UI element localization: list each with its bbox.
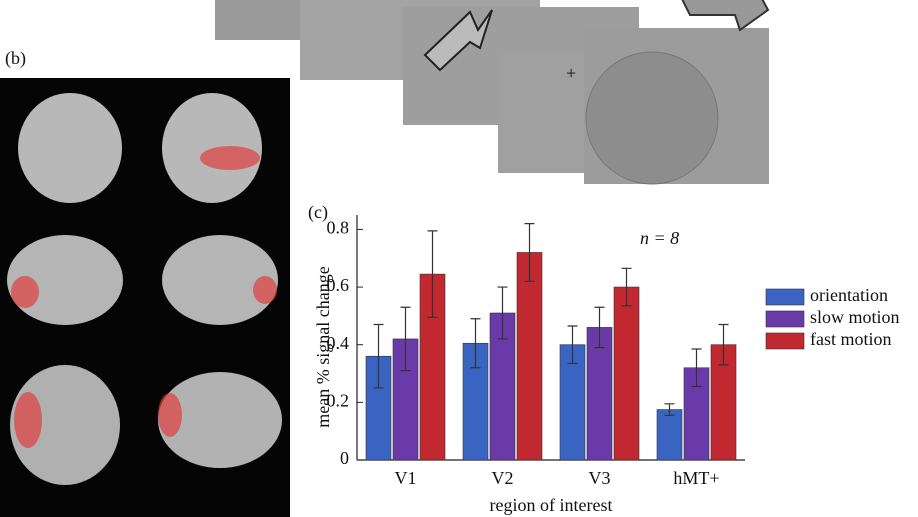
error-bar bbox=[691, 348, 702, 388]
x-tick-label: V1 bbox=[395, 468, 417, 488]
brain bbox=[7, 235, 123, 325]
stimulus-sequence: + bbox=[215, 0, 770, 185]
activation bbox=[200, 146, 260, 170]
brain bbox=[158, 372, 282, 468]
bar bbox=[516, 252, 543, 461]
grating bbox=[585, 51, 719, 185]
error-bar bbox=[567, 325, 578, 365]
fixation: + bbox=[566, 63, 576, 83]
bar bbox=[656, 409, 683, 461]
legend-swatch bbox=[765, 288, 805, 306]
activation bbox=[253, 276, 277, 304]
brain bbox=[162, 93, 262, 203]
error-bar bbox=[470, 318, 481, 369]
legend-swatch bbox=[765, 332, 805, 350]
legend-label: orientation bbox=[810, 285, 888, 305]
error-bar bbox=[524, 223, 535, 282]
x-axis-label: region of interest bbox=[490, 495, 613, 515]
bar bbox=[586, 327, 613, 461]
annotation: n = 8 bbox=[640, 228, 679, 248]
error-bar bbox=[718, 323, 729, 366]
brain bbox=[18, 93, 122, 203]
x-tick-label: hMT+ bbox=[673, 468, 719, 488]
activation bbox=[158, 393, 182, 437]
legend-swatch bbox=[765, 310, 805, 328]
error-bar bbox=[373, 323, 384, 389]
legend-label: slow motion bbox=[810, 307, 900, 327]
y-tick-label: 0.2 bbox=[327, 390, 350, 410]
arrow-icon bbox=[681, 0, 770, 32]
activation bbox=[11, 276, 39, 308]
bar bbox=[613, 286, 640, 461]
brain bbox=[10, 365, 120, 485]
x-tick-label: V2 bbox=[492, 468, 514, 488]
error-bar bbox=[497, 286, 508, 340]
error-bar bbox=[621, 267, 632, 307]
error-bar bbox=[664, 403, 675, 416]
error-bar bbox=[400, 306, 411, 372]
error-bar bbox=[594, 306, 605, 349]
error-bar bbox=[427, 230, 438, 318]
y-tick-label: 0.4 bbox=[327, 333, 350, 353]
legend-label: fast motion bbox=[810, 329, 892, 349]
arrow-icon bbox=[423, 9, 493, 72]
panel-label: (b) bbox=[5, 48, 26, 69]
y-tick-label: 0.8 bbox=[327, 218, 350, 238]
brain-renders bbox=[7, 93, 282, 485]
brain bbox=[162, 235, 278, 325]
y-tick-label: 0.6 bbox=[327, 275, 350, 295]
activation bbox=[14, 392, 42, 448]
x-tick-label: V3 bbox=[589, 468, 611, 488]
panel-label: (c) bbox=[308, 202, 328, 223]
y-tick-label: 0 bbox=[340, 448, 349, 468]
y-axis-label: mean % signal change bbox=[313, 266, 333, 427]
